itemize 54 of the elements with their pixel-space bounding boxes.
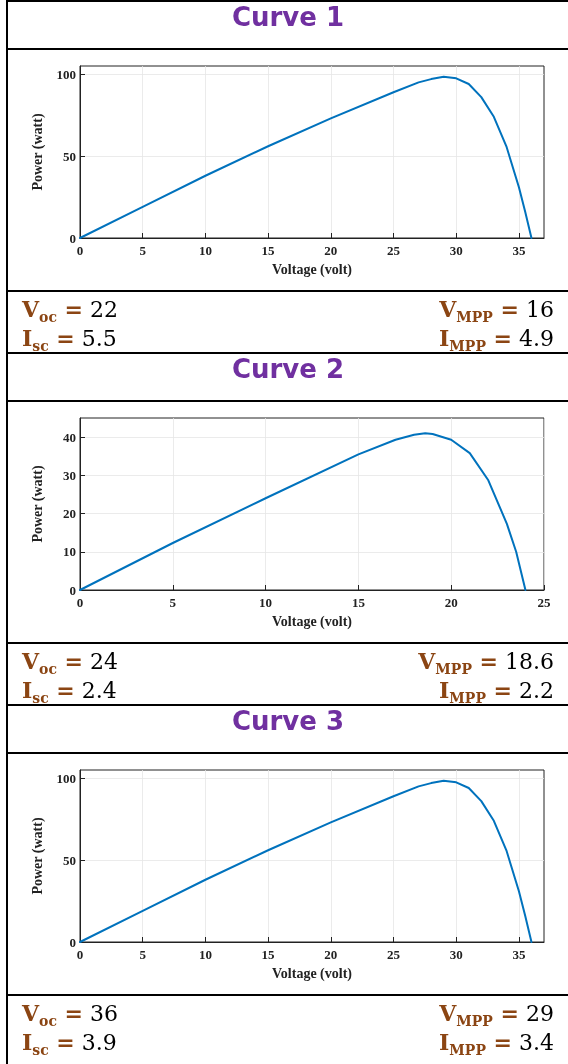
y-tick-label: 30 bbox=[63, 467, 76, 483]
text: I$_{MPP}$ = 3.4 bbox=[439, 1029, 554, 1059]
line-series bbox=[79, 779, 533, 943]
x-tick-label: 10 bbox=[198, 947, 212, 962]
x-axis-title: Voltage (volt) bbox=[272, 613, 353, 630]
text: V$_{oc}$ = 36 bbox=[22, 1000, 119, 1030]
x-tick-label: 10 bbox=[259, 595, 273, 610]
x-axis-title: Voltage (volt) bbox=[272, 965, 353, 982]
y-tick-label: 100 bbox=[56, 770, 76, 786]
y-tick-label: 0 bbox=[69, 582, 76, 598]
x-tick-label: 5 bbox=[139, 947, 147, 962]
text: V$_{MPP}$ = 18.6 bbox=[418, 648, 554, 678]
chart-title: Curve 2 bbox=[8, 354, 568, 402]
x-tick-label: 30 bbox=[449, 243, 463, 258]
chart-title: Curve 1 bbox=[8, 2, 568, 50]
x-tick-label: 20 bbox=[444, 595, 458, 610]
y-tick-label: 40 bbox=[63, 429, 76, 445]
x-axis-title: Voltage (volt) bbox=[272, 261, 353, 278]
text: I$_{sc}$ = 5.5 bbox=[22, 325, 117, 355]
chart-title: Curve 3 bbox=[8, 706, 568, 754]
text: I$_{sc}$ = 2.4 bbox=[22, 677, 117, 707]
line-series bbox=[79, 432, 527, 591]
x-tick-label: 35 bbox=[512, 243, 526, 258]
y-axis-title: Power (watt) bbox=[29, 113, 46, 191]
text: V$_{MPP}$ = 16 bbox=[439, 296, 554, 326]
y-tick-label: 10 bbox=[63, 544, 76, 560]
text: I$_{sc}$ = 3.9 bbox=[22, 1029, 117, 1059]
y-axis-title: Power (watt) bbox=[29, 465, 46, 543]
x-tick-label: 15 bbox=[261, 947, 276, 962]
x-tick-label: 25 bbox=[387, 947, 401, 962]
x-tick-label: 20 bbox=[324, 947, 338, 962]
y-axis-title: Power (watt) bbox=[29, 817, 46, 895]
y-tick-label: 0 bbox=[69, 230, 76, 246]
x-tick-label: 35 bbox=[512, 947, 526, 962]
y-tick-label: 20 bbox=[63, 506, 76, 522]
text: V$_{oc}$ = 22 bbox=[22, 296, 119, 326]
x-tick-label: 5 bbox=[139, 243, 147, 258]
y-tick-label: 0 bbox=[69, 934, 76, 950]
x-tick-label: 15 bbox=[261, 243, 276, 258]
x-tick-label: 30 bbox=[449, 947, 463, 962]
text: I$_{MPP}$ = 4.9 bbox=[439, 325, 554, 355]
y-tick-label: 100 bbox=[56, 66, 76, 82]
x-tick-label: 5 bbox=[169, 595, 177, 610]
x-tick-label: 20 bbox=[324, 243, 338, 258]
y-tick-label: 50 bbox=[63, 852, 76, 868]
x-tick-label: 25 bbox=[537, 595, 551, 610]
text: I$_{MPP}$ = 2.2 bbox=[439, 677, 554, 707]
text: V$_{oc}$ = 24 bbox=[22, 648, 119, 678]
y-tick-label: 50 bbox=[63, 148, 76, 164]
x-tick-label: 25 bbox=[387, 243, 401, 258]
x-tick-label: 10 bbox=[198, 243, 212, 258]
text: V$_{MPP}$ = 29 bbox=[439, 1000, 554, 1030]
x-tick-label: 15 bbox=[351, 595, 366, 610]
line-series bbox=[79, 75, 533, 239]
